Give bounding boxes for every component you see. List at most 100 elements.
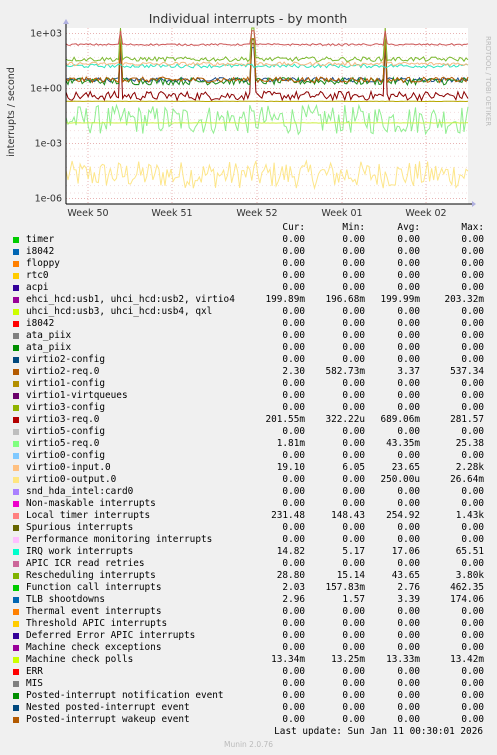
legend-min: 0.00 xyxy=(342,486,365,497)
grid xyxy=(66,28,468,204)
legend-avg: 0.00 xyxy=(397,486,420,497)
legend-row: Spurious interrupts 0.00 0.00 0.00 0.00 xyxy=(0,522,497,534)
legend-name: virtio1-virtqueues xyxy=(26,390,128,401)
legend-swatch xyxy=(13,333,19,339)
y-ticks: 1e+03 1e+00 1e-03 1e-06 xyxy=(30,29,62,205)
legend-cur: 0.00 xyxy=(282,702,305,713)
legend-max: 3.80k xyxy=(455,570,484,581)
series-virtio0-input xyxy=(65,27,469,67)
legend-cur: 231.48 xyxy=(271,510,305,521)
series-virtio5-req xyxy=(65,103,469,136)
legend-min: 0.00 xyxy=(342,426,365,437)
legend-row: virtio3-req.0 201.55m 322.22u 689.06m 281.57 xyxy=(0,414,497,426)
legend-max: 0.00 xyxy=(461,498,484,509)
legend-row: snd_hda_intel:card0 0.00 0.00 0.00 0.00 xyxy=(0,486,497,498)
legend-row: virtio0-config 0.00 0.00 0.00 0.00 xyxy=(0,450,497,462)
legend-avg: 3.39 xyxy=(397,594,420,605)
legend-avg: 0.00 xyxy=(397,234,420,245)
legend-max: 537.34 xyxy=(450,366,484,377)
y-tick-label: 1e-06 xyxy=(35,193,62,204)
legend-avg: 43.65 xyxy=(391,570,420,581)
legend-name: i8042 xyxy=(26,246,55,257)
legend-row: Machine check exceptions 0.00 0.00 0.00 0.00 xyxy=(0,642,497,654)
legend-name: rtc0 xyxy=(26,270,49,281)
legend-swatch xyxy=(13,285,19,291)
legend-row: Nested posted-interrupt event 0.00 0.00 0.0… xyxy=(0,702,497,714)
legend-name: floppy xyxy=(26,258,60,269)
legend-swatch xyxy=(13,537,19,543)
legend-row: Function call interrupts 2.03 157.83m 2.76 4… xyxy=(0,582,497,594)
legend-swatch xyxy=(13,525,19,531)
legend-cur: 0.00 xyxy=(282,318,305,329)
legend-min: 0.00 xyxy=(342,258,365,269)
legend-min: 13.25m xyxy=(331,654,365,665)
legend-name: i8042 xyxy=(26,318,55,329)
legend-swatch xyxy=(13,345,19,351)
legend-swatch xyxy=(13,609,19,615)
legend-min: 0.00 xyxy=(342,450,365,461)
legend-name: snd_hda_intel:card0 xyxy=(26,486,134,497)
legend-min: 0.00 xyxy=(342,702,365,713)
legend-avg: 0.00 xyxy=(397,690,420,701)
legend-avg: 0.00 xyxy=(397,522,420,533)
legend-min: 0.00 xyxy=(342,678,365,689)
legend-min: 15.14 xyxy=(336,570,365,581)
legend-name: virtio1-config xyxy=(26,378,106,389)
legend-min: 6.05 xyxy=(342,462,365,473)
header-min: Min: xyxy=(342,222,365,233)
series-irq-work xyxy=(65,63,469,69)
legend-max: 0.00 xyxy=(461,702,484,713)
legend-row: ERR 0.00 0.00 0.00 0.00 xyxy=(0,666,497,678)
legend-name: MIS xyxy=(26,678,43,689)
legend-cur: 0.00 xyxy=(282,690,305,701)
legend-avg: 0.00 xyxy=(397,390,420,401)
legend-avg: 254.92 xyxy=(386,510,420,521)
legend-name: Posted-interrupt notification event xyxy=(26,690,224,701)
header-cur: Cur: xyxy=(282,222,305,233)
header-max: Max: xyxy=(461,222,484,233)
legend-max: 0.00 xyxy=(461,378,484,389)
legend-max: 0.00 xyxy=(461,330,484,341)
legend-row: Thermal event interrupts 0.00 0.00 0.00 0.00 xyxy=(0,606,497,618)
legend-row: Rescheduling interrupts 28.80 15.14 43.65 3.… xyxy=(0,570,497,582)
legend-max: 281.57 xyxy=(450,414,484,425)
legend-max: 26.64m xyxy=(450,474,484,485)
legend-avg: 0.00 xyxy=(397,702,420,713)
legend-min: 0.00 xyxy=(342,474,365,485)
legend-max: 0.00 xyxy=(461,270,484,281)
legend-row: ata_piix 0.00 0.00 0.00 0.00 xyxy=(0,342,497,354)
chart: Individual interrupts - by month RRDTOOL… xyxy=(6,11,492,219)
legend-avg: 0.00 xyxy=(397,714,420,725)
legend-max: 0.00 xyxy=(461,342,484,353)
legend-min: 157.83m xyxy=(325,582,365,593)
legend-min: 582.73m xyxy=(325,366,365,377)
legend-swatch xyxy=(13,369,19,375)
legend-max: 0.00 xyxy=(461,558,484,569)
y-axis-arrow xyxy=(63,19,69,24)
x-axis-arrow xyxy=(472,201,476,207)
legend-name: Performance monitoring interrupts xyxy=(26,534,213,545)
x-tick-label: Week 02 xyxy=(405,208,446,219)
chart-title: Individual interrupts - by month xyxy=(149,11,348,26)
legend-swatch xyxy=(13,705,19,711)
legend-min: 0.00 xyxy=(342,522,365,533)
legend: Cur: Min: Avg: Max: timer 0.00 0.00 0.00 0.0… xyxy=(0,222,497,726)
legend-avg: 0.00 xyxy=(397,618,420,629)
legend-cur: 1.81m xyxy=(276,438,305,449)
legend-min: 0.00 xyxy=(342,630,365,641)
legend-swatch xyxy=(13,453,19,459)
legend-row: virtio2-config 0.00 0.00 0.00 0.00 xyxy=(0,354,497,366)
series-tlb xyxy=(65,47,469,84)
legend-min: 0.00 xyxy=(342,534,365,545)
legend-avg: 0.00 xyxy=(397,354,420,365)
legend-cur: 0.00 xyxy=(282,618,305,629)
legend-name: Machine check exceptions xyxy=(26,642,162,653)
legend-row: rtc0 0.00 0.00 0.00 0.00 xyxy=(0,270,497,282)
legend-row: virtio1-config 0.00 0.00 0.00 0.00 xyxy=(0,378,497,390)
legend-name: virtio3-config xyxy=(26,402,106,413)
legend-cur: 0.00 xyxy=(282,666,305,677)
legend-min: 196.68m xyxy=(325,294,365,305)
legend-max: 0.00 xyxy=(461,234,484,245)
legend-name: uhci_hcd:usb3, uhci_hcd:usb4, qxl xyxy=(26,306,213,317)
series-virtio2-req xyxy=(65,38,469,84)
